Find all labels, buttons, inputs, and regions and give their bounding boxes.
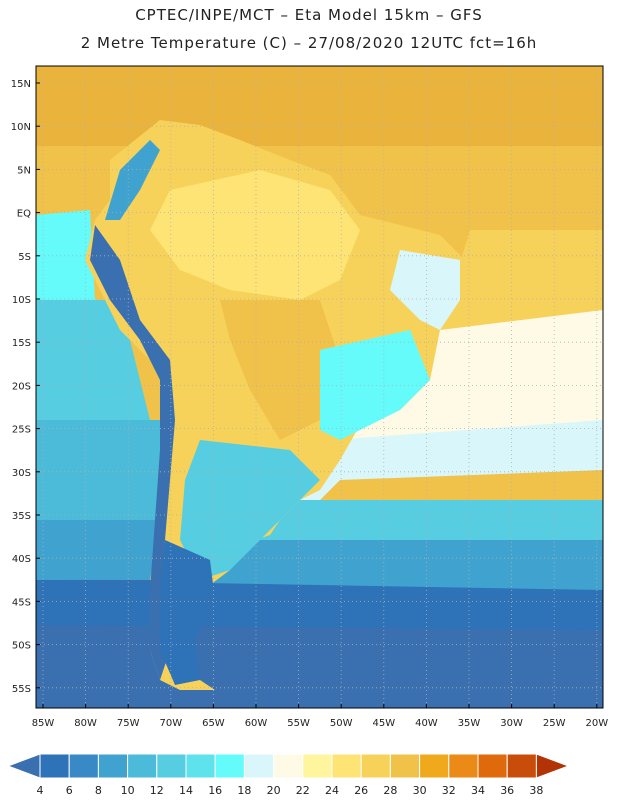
atlantic-cold	[150, 540, 603, 590]
northern-andes	[105, 140, 160, 220]
colorbar-label: 38	[529, 784, 543, 797]
map-frame	[35, 65, 604, 709]
colorbar	[6, 753, 570, 779]
amazon-warm-region	[150, 170, 360, 300]
lon-label: 25W	[543, 718, 566, 729]
andes-cold	[90, 225, 175, 680]
lon-label: 80W	[74, 718, 97, 729]
colorbar-label: 30	[413, 784, 427, 797]
lat-label: 10N	[11, 122, 31, 133]
lat-label: 55S	[12, 684, 31, 695]
colorbar-label: 24	[325, 784, 339, 797]
colorbar-swatch	[214, 753, 245, 779]
colorbar-labels: 4 6 8 10 12 14 16 18 20 22 24 26 28 30 32 34 36 38	[37, 784, 544, 797]
colorbar-swatch	[477, 753, 508, 779]
lat-label: 35S	[12, 511, 31, 522]
map-title-line1: CPTEC/INPE/MCT – Eta Model 15km – GFS	[135, 6, 483, 24]
atlantic-warm	[440, 230, 603, 330]
latitude-labels: 15N 10N 5N EQ 5S 10S 15S 20S 25S 30S 35S 40S 45S 50S 5…	[11, 79, 40, 695]
map-title-line2: 2 Metre Temperature (C) – 27/08/2020 12U…	[80, 34, 538, 52]
colorbar-swatch	[331, 753, 362, 779]
map-field	[36, 66, 603, 708]
colorbar-swatch	[273, 753, 304, 779]
lat-label: 15N	[11, 79, 31, 90]
longitude-labels: 85W 80W 75W 70W 65W 60W 55W 50W 45W 40W 35W 30W 25W 2…	[32, 704, 608, 729]
colorbar-label: 14	[179, 784, 193, 797]
lon-label: 55W	[287, 718, 310, 729]
lat-label: 5N	[17, 165, 31, 176]
colorbar-swatch	[389, 753, 421, 779]
lon-label: 50W	[330, 718, 353, 729]
lon-label: 70W	[159, 718, 182, 729]
colorbar-arrow-left	[6, 753, 41, 779]
lon-label: 20W	[585, 718, 608, 729]
colorbar-label: 6	[66, 784, 73, 797]
lon-label: 65W	[202, 718, 225, 729]
lon-label: 30W	[500, 718, 523, 729]
central-brazil-warm	[220, 300, 340, 440]
graticule	[36, 66, 603, 708]
colorbar-label: 22	[296, 784, 310, 797]
colorbar-label: 32	[442, 784, 456, 797]
lat-label: 45S	[12, 597, 31, 608]
lat-label: 30S	[12, 468, 31, 479]
lon-label: 85W	[32, 718, 55, 729]
colorbar-label: 28	[383, 784, 397, 797]
colorbar-label: 34	[471, 784, 485, 797]
southern-cone-cool	[180, 440, 320, 580]
lon-label: 60W	[245, 718, 268, 729]
lon-label: 35W	[458, 718, 481, 729]
ocean-caribbean	[36, 66, 603, 146]
colorbar-label: 10	[121, 784, 135, 797]
colorbar-label: 12	[150, 784, 164, 797]
patagonia-cold	[160, 540, 215, 685]
colorbar-swatch	[185, 753, 216, 779]
southeast-brazil-cool	[320, 330, 430, 440]
lat-label: 5S	[18, 252, 31, 263]
colorbar-swatch	[156, 753, 187, 779]
colorbar-arrow-right	[535, 753, 570, 779]
colorbar-label: 26	[354, 784, 368, 797]
northeast-brazil-cool	[390, 250, 460, 330]
pacific-cold	[36, 520, 160, 580]
lon-label: 45W	[372, 718, 395, 729]
pacific-cool	[36, 420, 170, 520]
colorbar-label: 18	[237, 784, 251, 797]
colorbar-label: 36	[500, 784, 514, 797]
lat-label: EQ	[17, 209, 31, 220]
colorbar-swatch	[68, 753, 99, 779]
colorbar-label: 4	[37, 784, 44, 797]
lat-label: 10S	[12, 295, 31, 306]
lon-label: 75W	[117, 718, 140, 729]
colorbar-swatch	[97, 753, 129, 779]
colorbar-swatch	[127, 753, 158, 779]
colorbar-swatch	[39, 753, 70, 779]
lat-label: 15S	[12, 338, 31, 349]
colorbar-label: 20	[267, 784, 281, 797]
pacific-warm	[36, 210, 95, 300]
lat-label: 50S	[12, 641, 31, 652]
lat-label: 25S	[12, 425, 31, 436]
lon-label: 40W	[415, 718, 438, 729]
colorbar-swatch	[506, 753, 537, 779]
colorbar-label: 8	[95, 784, 102, 797]
colorbar-swatch	[360, 753, 391, 779]
lat-label: 40S	[12, 554, 31, 565]
colorbar-swatch	[448, 753, 479, 779]
colorbar-swatch	[243, 753, 275, 779]
lat-label: 20S	[12, 381, 31, 392]
colorbar-label: 16	[208, 784, 222, 797]
colorbar-swatch	[302, 753, 333, 779]
colorbar-swatch	[419, 753, 450, 779]
